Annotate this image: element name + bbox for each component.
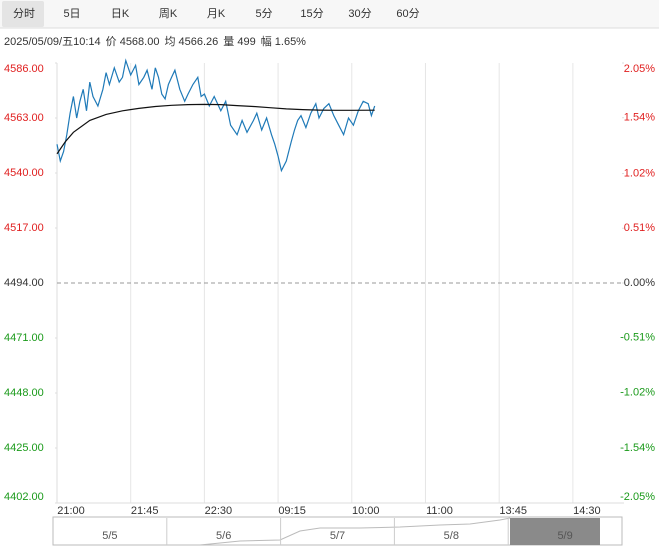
info-item: 均 4566.26 bbox=[164, 35, 218, 48]
tab[interactable]: 30分 bbox=[348, 7, 371, 20]
y-tick-label: 4517.00 bbox=[4, 222, 44, 234]
navigator-window[interactable] bbox=[510, 518, 600, 545]
y-tick-label: 4425.00 bbox=[4, 442, 44, 454]
x-tick-label: 21:45 bbox=[131, 505, 159, 517]
y2-tick-label: -1.02% bbox=[620, 386, 655, 398]
navigator-label[interactable]: 5/9 bbox=[557, 530, 572, 542]
y-tick-label: 4494.00 bbox=[4, 277, 44, 289]
y2-tick-label: 1.02% bbox=[624, 167, 655, 179]
x-tick-label: 09:15 bbox=[278, 505, 306, 517]
x-tick-label: 22:30 bbox=[205, 505, 233, 517]
y-tick-label: 4471.00 bbox=[4, 332, 44, 344]
y2-tick-label: 0.51% bbox=[624, 222, 655, 234]
y2-tick-label: 2.05% bbox=[624, 63, 655, 75]
x-tick-label: 10:00 bbox=[352, 505, 380, 517]
y2-tick-label: 1.54% bbox=[624, 112, 655, 124]
navigator-trace bbox=[199, 517, 511, 546]
tab[interactable]: 分时 bbox=[13, 7, 35, 20]
info-item: 价 4568.00 bbox=[106, 35, 160, 48]
tab[interactable]: 5分 bbox=[255, 7, 272, 20]
x-tick-label: 14:30 bbox=[573, 505, 601, 517]
navigator-label[interactable]: 5/5 bbox=[102, 530, 117, 542]
price-line bbox=[56, 58, 376, 173]
navigator-label[interactable]: 5/8 bbox=[444, 530, 459, 542]
y-tick-label: 4540.00 bbox=[4, 167, 44, 179]
tab[interactable]: 15分 bbox=[300, 7, 323, 20]
x-tick-label: 11:00 bbox=[426, 505, 453, 517]
x-tick-label: 13:45 bbox=[499, 505, 527, 517]
tab-bar bbox=[0, 0, 659, 28]
y2-tick-label: 0.00% bbox=[624, 277, 655, 289]
y-tick-label: 4448.00 bbox=[4, 387, 44, 399]
info-item: 量 499 bbox=[223, 35, 255, 48]
tab-active[interactable] bbox=[2, 1, 44, 27]
price-line bbox=[56, 103, 375, 155]
navigator-label[interactable]: 5/7 bbox=[330, 530, 345, 542]
tab[interactable]: 5日 bbox=[63, 8, 80, 20]
x-tick-label: 21:00 bbox=[57, 505, 85, 517]
y2-tick-label: -0.51% bbox=[620, 332, 655, 344]
y-tick-label: 4563.00 bbox=[4, 112, 44, 124]
info-item: 2025/05/09/五10:14 bbox=[4, 36, 101, 48]
navigator-label[interactable]: 5/6 bbox=[216, 530, 231, 542]
info-item: 幅 1.65% bbox=[261, 35, 306, 48]
tab[interactable]: 周K bbox=[159, 7, 178, 20]
y-tick-label: 4586.00 bbox=[4, 63, 44, 75]
tab[interactable]: 月K bbox=[207, 8, 226, 20]
y-tick-label: 4402.00 bbox=[4, 491, 44, 503]
y2-tick-label: -1.54% bbox=[620, 442, 655, 454]
y2-tick-label: -2.05% bbox=[620, 491, 655, 503]
tab[interactable]: 日K bbox=[111, 8, 130, 20]
tab[interactable]: 60分 bbox=[396, 7, 419, 20]
